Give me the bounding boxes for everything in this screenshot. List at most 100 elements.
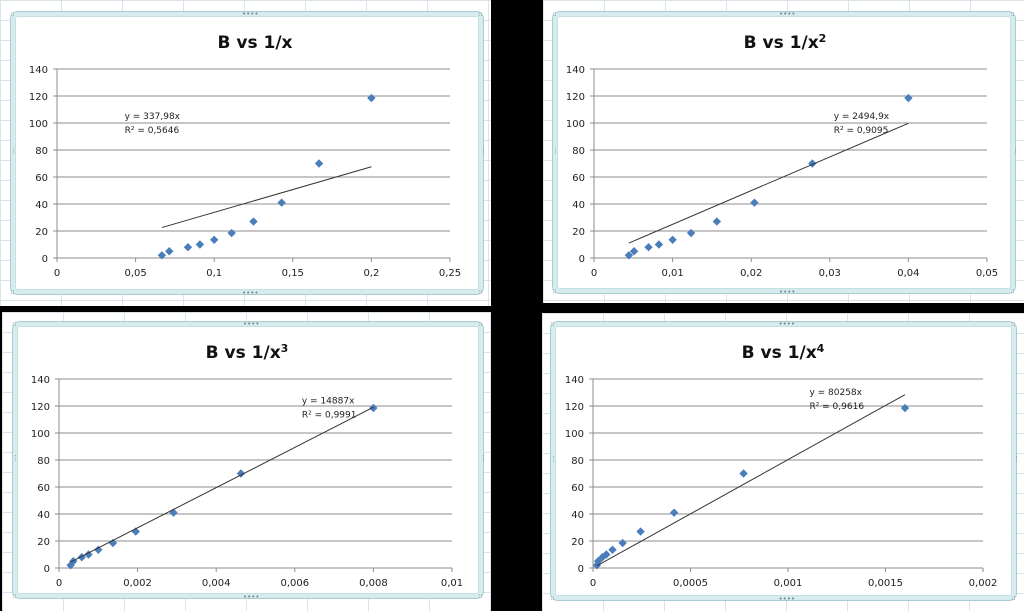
data-point-marker[interactable] bbox=[157, 251, 167, 260]
data-point-marker[interactable] bbox=[644, 243, 653, 252]
data-point-marker[interactable] bbox=[131, 527, 140, 536]
trendline-equation[interactable]: y = 2494,9x bbox=[834, 112, 890, 122]
resize-handle-top[interactable]: •••• bbox=[779, 10, 796, 18]
data-point-marker[interactable] bbox=[808, 159, 817, 168]
data-point-marker[interactable] bbox=[66, 561, 75, 570]
scatter-chart: B vs 1/x3 0 20 40 60 80 100 120 140 0 0,002 0,004 0,… bbox=[31, 342, 463, 590]
resize-handle-corner[interactable]: :: bbox=[10, 10, 15, 18]
resize-handle-corner[interactable]: :: bbox=[10, 288, 15, 296]
data-point-marker[interactable] bbox=[183, 243, 193, 252]
data-point-marker[interactable] bbox=[686, 228, 696, 238]
chart-title[interactable]: B vs 1/x4 bbox=[742, 342, 825, 364]
linear-trendline[interactable] bbox=[161, 166, 372, 229]
chart-title[interactable]: B vs 1/x2 bbox=[744, 32, 827, 54]
data-point-marker[interactable] bbox=[624, 251, 634, 260]
data-point-marker[interactable] bbox=[739, 469, 748, 478]
data-point-marker[interactable] bbox=[94, 545, 103, 554]
trendline-r-squared[interactable]: R² = 0,9616 bbox=[809, 402, 864, 412]
x-tick-label: 0,0015 bbox=[868, 578, 903, 589]
data-point-marker[interactable] bbox=[636, 527, 645, 536]
resize-handle-top[interactable]: •••• bbox=[778, 320, 796, 328]
data-point-marker[interactable] bbox=[602, 550, 611, 559]
resize-handle-corner[interactable]: :: bbox=[478, 320, 483, 328]
chart-object-b-vs-1-over-x4[interactable] bbox=[550, 321, 1017, 601]
resize-handle-right[interactable]: ⋮ bbox=[1013, 455, 1020, 463]
linear-trendline[interactable] bbox=[628, 122, 909, 244]
resize-handle-corner[interactable]: :: bbox=[552, 287, 557, 295]
y-tick-label: 100 bbox=[31, 429, 50, 440]
data-point-marker[interactable] bbox=[904, 93, 913, 103]
y-tick-label: 120 bbox=[565, 402, 584, 413]
resize-handle-top[interactable]: •••• bbox=[242, 10, 259, 18]
resize-handle-corner[interactable]: :: bbox=[1010, 287, 1015, 295]
resize-handle-right[interactable]: ⋮ bbox=[1012, 146, 1019, 155]
scatter-chart: B vs 1/x 0 20 40 60 80 100 120 140 0 0,05 0,1 0,15 0,… bbox=[29, 33, 461, 279]
resize-handle-corner[interactable]: :: bbox=[12, 592, 17, 600]
resize-handle-bottom[interactable]: •••• bbox=[242, 289, 259, 297]
data-point-marker[interactable] bbox=[249, 217, 258, 226]
data-point-marker[interactable] bbox=[108, 538, 118, 548]
trendline-r-squared[interactable]: R² = 0,5646 bbox=[125, 126, 180, 136]
chart-object-b-vs-1-over-x2[interactable] bbox=[552, 11, 1016, 294]
data-point-marker[interactable] bbox=[165, 247, 174, 256]
resize-handle-corner[interactable]: :: bbox=[1011, 320, 1016, 328]
y-tick-label: 100 bbox=[29, 119, 48, 130]
data-point-marker[interactable] bbox=[668, 235, 677, 244]
resize-handle-corner[interactable]: :: bbox=[550, 594, 555, 602]
data-point-marker[interactable] bbox=[750, 198, 759, 207]
linear-trendline[interactable] bbox=[596, 394, 906, 567]
resize-handle-corner[interactable]: :: bbox=[550, 320, 555, 328]
data-point-marker[interactable] bbox=[314, 159, 324, 168]
resize-handle-left[interactable]: ⋮ bbox=[552, 146, 559, 155]
trendline-equation[interactable]: y = 80258x bbox=[809, 388, 862, 398]
data-point-marker[interactable] bbox=[369, 403, 378, 413]
resize-handle-corner[interactable]: :: bbox=[1011, 594, 1016, 602]
x-tick-label: 0,01 bbox=[661, 268, 683, 279]
resize-handle-bottom[interactable]: •••• bbox=[779, 288, 796, 296]
x-tick-label: 0,0005 bbox=[673, 578, 708, 589]
x-tick-label: 0,25 bbox=[439, 268, 461, 279]
trendline-r-squared[interactable]: R² = 0,9095 bbox=[834, 126, 889, 136]
resize-handle-right[interactable]: ⋮ bbox=[480, 454, 487, 462]
resize-handle-corner[interactable]: :: bbox=[478, 288, 483, 296]
data-point-marker[interactable] bbox=[900, 403, 910, 413]
data-point-marker[interactable] bbox=[654, 240, 664, 249]
data-point-marker[interactable] bbox=[84, 550, 93, 559]
data-point-marker[interactable] bbox=[77, 553, 86, 562]
x-tick-label: 0,004 bbox=[202, 578, 231, 589]
resize-handle-corner[interactable]: :: bbox=[552, 10, 557, 18]
data-point-marker[interactable] bbox=[367, 93, 376, 103]
x-tick-label: 0,1 bbox=[206, 268, 222, 279]
y-tick-label: 60 bbox=[571, 483, 584, 494]
data-point-marker[interactable] bbox=[169, 508, 178, 517]
x-tick-label: 0 bbox=[591, 268, 597, 279]
data-point-marker[interactable] bbox=[608, 545, 617, 554]
trendline-equation[interactable]: y = 14887x bbox=[302, 396, 355, 406]
data-point-marker[interactable] bbox=[712, 217, 722, 226]
data-point-marker[interactable] bbox=[210, 235, 219, 244]
resize-handle-right[interactable]: ⋮ bbox=[480, 147, 487, 155]
data-point-marker[interactable] bbox=[277, 198, 286, 207]
resize-handle-left[interactable]: ⋮ bbox=[12, 454, 19, 462]
chart-title[interactable]: B vs 1/x3 bbox=[206, 342, 289, 364]
data-point-marker[interactable] bbox=[598, 553, 607, 562]
resize-handle-corner[interactable]: :: bbox=[12, 320, 17, 328]
data-point-marker[interactable] bbox=[618, 538, 627, 548]
resize-handle-left[interactable]: ⋮ bbox=[550, 455, 557, 463]
data-point-marker[interactable] bbox=[629, 247, 639, 256]
resize-handle-corner[interactable]: :: bbox=[1010, 10, 1015, 18]
resize-handle-bottom[interactable]: •••• bbox=[243, 593, 260, 601]
data-point-marker[interactable] bbox=[227, 228, 236, 238]
chart-object-b-vs-1-over-x[interactable] bbox=[10, 11, 484, 295]
resize-handle-corner[interactable]: :: bbox=[478, 592, 483, 600]
resize-handle-left[interactable]: ⋮ bbox=[10, 147, 17, 155]
linear-trendline[interactable] bbox=[70, 406, 374, 563]
data-point-marker[interactable] bbox=[195, 240, 205, 249]
trendline-equation[interactable]: y = 337,98x bbox=[125, 112, 181, 122]
chart-title[interactable]: B vs 1/x bbox=[218, 33, 293, 53]
data-point-marker[interactable] bbox=[669, 508, 679, 517]
resize-handle-bottom[interactable]: •••• bbox=[778, 595, 796, 603]
resize-handle-corner[interactable]: :: bbox=[478, 10, 483, 18]
resize-handle-top[interactable]: •••• bbox=[243, 320, 260, 328]
trendline-r-squared[interactable]: R² = 0,9991 bbox=[302, 410, 357, 420]
